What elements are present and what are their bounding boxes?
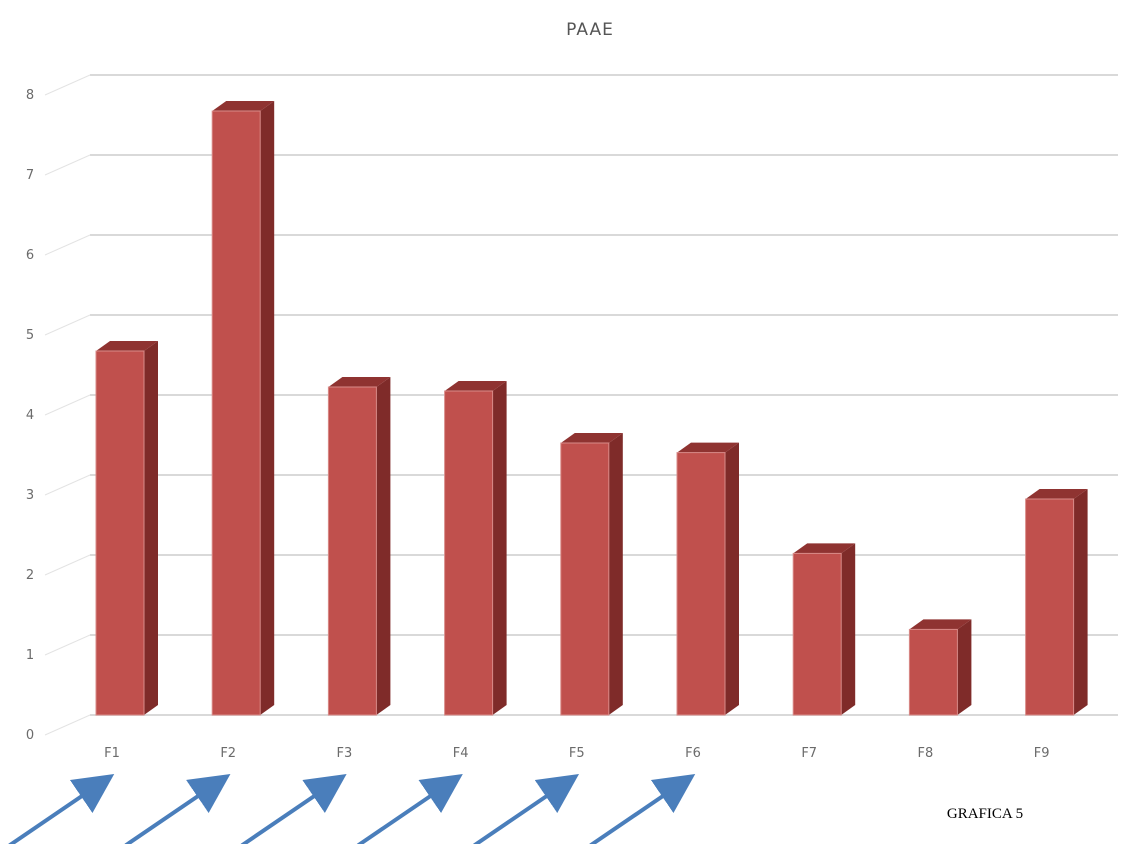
bar-front bbox=[327, 386, 377, 716]
y-tick-label: 6 bbox=[26, 248, 34, 263]
y-tick-label: 0 bbox=[26, 728, 34, 743]
gridline-side bbox=[44, 634, 91, 656]
bar-F4 bbox=[444, 381, 507, 716]
gridline-side bbox=[44, 314, 91, 336]
y-tick-label: 1 bbox=[26, 648, 34, 663]
bar-top bbox=[328, 377, 391, 387]
gridline-side bbox=[44, 74, 91, 96]
bar-top bbox=[1025, 489, 1088, 499]
gridline-side bbox=[44, 474, 91, 496]
y-tick-label: 2 bbox=[26, 568, 34, 583]
bar-F8 bbox=[908, 619, 972, 716]
y-tick-label: 4 bbox=[26, 408, 34, 423]
bar-front bbox=[444, 390, 494, 716]
bar-side bbox=[608, 433, 623, 715]
bar-top bbox=[909, 619, 972, 630]
arrows bbox=[8, 773, 696, 844]
bar-F3 bbox=[327, 377, 391, 716]
bar-side bbox=[1073, 489, 1088, 715]
bar-front bbox=[95, 350, 145, 716]
bar-top bbox=[793, 543, 856, 554]
x-tick-label: F7 bbox=[801, 746, 817, 761]
bar-front bbox=[211, 110, 261, 716]
bar-F2 bbox=[211, 101, 275, 716]
x-tick-label: F3 bbox=[337, 746, 353, 761]
arrow-F1 bbox=[8, 773, 115, 844]
bar-side bbox=[376, 377, 391, 715]
bar-top bbox=[96, 341, 158, 351]
bar-top bbox=[444, 381, 507, 391]
chart-title: PAAE bbox=[566, 20, 614, 40]
x-axis-ticks: F1 F2 F3 F4 F5 F6 F7 F8 F9 bbox=[104, 746, 1049, 761]
bar-side bbox=[260, 101, 275, 715]
bar-front bbox=[676, 452, 726, 716]
bar-side bbox=[957, 619, 972, 715]
bar-front bbox=[908, 628, 958, 716]
bar-side bbox=[841, 543, 856, 715]
x-tick-label: F4 bbox=[453, 746, 469, 761]
gridline-side bbox=[44, 554, 91, 576]
y-tick-label: 3 bbox=[26, 488, 34, 503]
bar-top bbox=[677, 442, 739, 453]
x-tick-label: F6 bbox=[685, 746, 701, 761]
bar-front bbox=[792, 552, 842, 716]
arrow-F2 bbox=[124, 773, 231, 844]
bar-top bbox=[212, 101, 275, 111]
y-axis-ticks: 0 1 2 3 4 5 6 7 8 bbox=[26, 88, 34, 743]
bar-front bbox=[560, 442, 610, 716]
x-tick-label: F8 bbox=[918, 746, 934, 761]
y-tick-label: 8 bbox=[26, 88, 34, 103]
gridline-side bbox=[44, 154, 91, 176]
gridline-side bbox=[44, 394, 91, 416]
bar-front bbox=[1025, 498, 1075, 716]
arrow-F5 bbox=[473, 773, 580, 844]
bar-top bbox=[560, 433, 623, 443]
bar-side bbox=[725, 442, 739, 715]
x-tick-label: F1 bbox=[104, 746, 120, 761]
bar-F9 bbox=[1025, 489, 1088, 716]
x-tick-label: F5 bbox=[569, 746, 585, 761]
y-tick-label: 7 bbox=[26, 168, 34, 183]
y-tick-label: 5 bbox=[26, 328, 34, 343]
x-tick-label: F2 bbox=[220, 746, 236, 761]
figure-caption: GRAFICA 5 bbox=[947, 806, 1023, 822]
gridline-side bbox=[44, 234, 91, 256]
bars bbox=[95, 101, 1088, 716]
arrow-F4 bbox=[356, 773, 463, 844]
x-tick-label: F9 bbox=[1034, 746, 1050, 761]
bar-side bbox=[144, 341, 158, 715]
gridline-side bbox=[44, 714, 91, 736]
bar-side bbox=[492, 381, 507, 715]
bar-F7 bbox=[792, 543, 856, 716]
bar-F5 bbox=[560, 433, 623, 716]
arrow-F3 bbox=[240, 773, 347, 844]
bar-F1 bbox=[95, 341, 158, 716]
bar-F6 bbox=[676, 442, 739, 716]
arrow-F6 bbox=[589, 773, 696, 844]
